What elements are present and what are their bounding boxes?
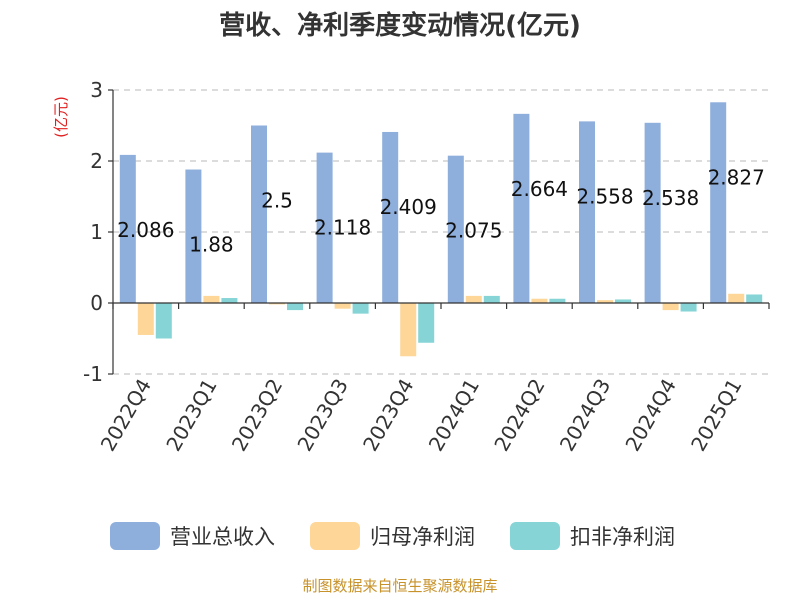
bar-2: [597, 300, 613, 303]
bar-1: [382, 131, 399, 303]
bar-1: [644, 122, 661, 303]
bar-3: [155, 303, 172, 339]
bar-2: [203, 295, 220, 303]
data-label: 2.118: [314, 216, 371, 240]
bar-1: [513, 113, 530, 303]
x-tick-label: 2024Q2: [489, 375, 549, 456]
bar-2: [334, 303, 351, 309]
bar-1: [251, 125, 267, 303]
data-labels: 2.086 1.88 2.5 2.118 2.409 2.075 2.664 2.558 2.5…: [117, 165, 765, 256]
bar-3: [418, 303, 435, 343]
x-tick-label: 2023Q2: [227, 375, 287, 456]
x-tick-label: 2023Q3: [292, 375, 352, 456]
y-axis-unit-label: (亿元): [52, 96, 70, 138]
legend-label: 归母净利润: [370, 525, 475, 549]
x-tick-label: 2024Q3: [555, 375, 615, 456]
bar-3: [483, 295, 500, 303]
bar-3: [352, 303, 369, 314]
x-tick-label: 2023Q1: [161, 375, 221, 456]
data-label: 2.558: [576, 184, 633, 208]
legend-label: 扣非净利润: [570, 525, 675, 549]
bar-2: [662, 303, 679, 311]
bar-1: [316, 152, 333, 303]
y-tick-label: 0: [90, 291, 103, 315]
bar-2: [465, 295, 482, 303]
bar-2: [137, 303, 154, 335]
source-note: 制图数据来自恒生聚源数据库: [302, 577, 497, 595]
bar-3: [680, 303, 697, 312]
legend: 营业总收入 归母净利润 扣非净利润: [110, 522, 675, 550]
x-tick-label: 2023Q4: [358, 375, 418, 456]
bar-1: [185, 169, 202, 303]
data-label: 2.075: [445, 219, 502, 243]
bars: [119, 102, 763, 357]
bar-3: [746, 294, 763, 303]
data-label: 2.086: [117, 218, 174, 242]
bar-3: [615, 299, 631, 303]
y-tick-label: 3: [90, 78, 103, 102]
legend-label: 营业总收入: [170, 525, 275, 549]
x-tick-label: 2025Q1: [686, 375, 746, 456]
chart-title: 营收、净利季度变动情况(亿元): [219, 10, 581, 41]
legend-swatch: [110, 522, 160, 550]
y-tick-label: -1: [83, 362, 103, 386]
bar-2: [728, 293, 745, 303]
data-label: 1.88: [189, 233, 234, 257]
y-tick-label: 2: [90, 149, 103, 173]
data-label: 2.5: [261, 189, 293, 213]
data-label: 2.664: [511, 177, 568, 201]
bar-2: [400, 303, 417, 357]
legend-swatch: [510, 522, 560, 550]
x-tick-label: 2024Q4: [620, 375, 680, 456]
data-label: 2.538: [642, 186, 699, 210]
data-label: 2.409: [380, 195, 437, 219]
bar-3: [549, 298, 566, 303]
bar-1: [579, 121, 595, 303]
data-label: 2.827: [708, 165, 765, 189]
x-tick-label: 2022Q4: [96, 375, 156, 456]
bar-2: [269, 303, 285, 305]
bar-2: [531, 298, 548, 303]
bar-1: [119, 154, 136, 303]
x-tick-label: 2024Q1: [424, 375, 484, 456]
bar-1: [710, 102, 727, 304]
bar-1: [447, 155, 464, 303]
legend-swatch: [310, 522, 360, 550]
bar-3: [287, 303, 303, 311]
bar-3: [221, 298, 238, 303]
y-tick-label: 1: [90, 220, 103, 244]
